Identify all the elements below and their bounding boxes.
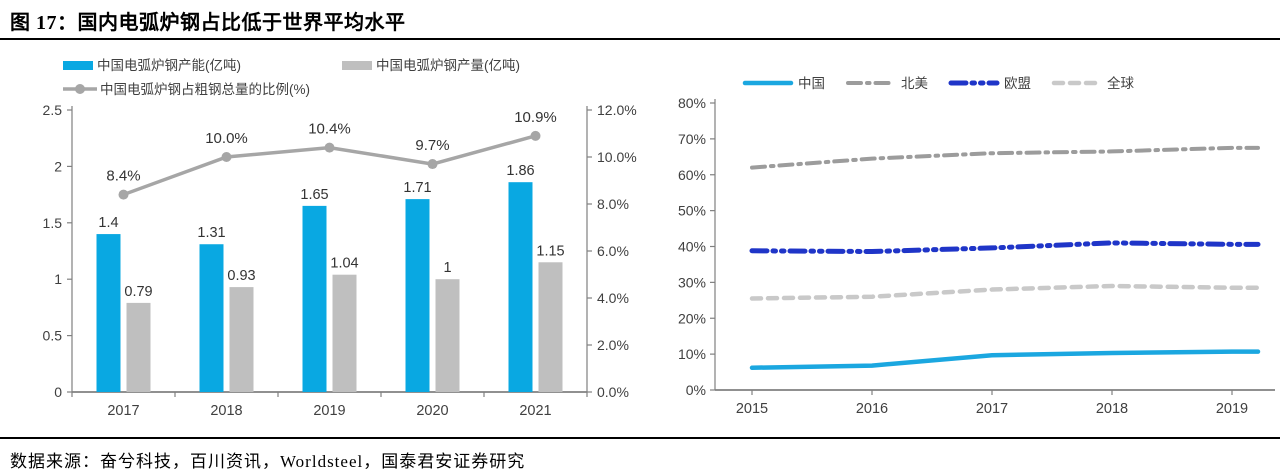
right-axis-tick-label: 0.0% — [597, 384, 629, 400]
legend-label-capacity: 中国电弧炉钢产能(亿吨) — [97, 58, 241, 73]
bar-value-label: 1.04 — [330, 256, 358, 272]
left-chart-legend: 中国电弧炉钢产能(亿吨) 中国电弧炉钢产量(亿吨) 中国电弧炉钢占粗钢总量的比例(%… — [63, 58, 520, 97]
legend-label-output: 中国电弧炉钢产量(亿吨) — [376, 58, 520, 73]
x-axis-tick-label: 2018 — [210, 403, 242, 419]
right-axis-tick-label: 6.0% — [597, 243, 629, 259]
footer-divider — [0, 437, 1280, 439]
legend-swatch-capacity — [63, 61, 93, 70]
bar — [126, 302, 151, 392]
legend-label-1: 北美 — [901, 76, 928, 91]
bar-value-label: 1.4 — [98, 215, 118, 231]
x-axis-tick-label: 2019 — [313, 403, 345, 419]
bar-value-label: 1.15 — [536, 243, 564, 259]
bar — [229, 287, 254, 392]
x-axis-tick-label: 2017 — [976, 401, 1008, 417]
ratio-line-marker — [118, 189, 129, 200]
bar-series-1: 0.79 0.93 1.04 1 1.15 — [124, 243, 565, 392]
left-axis-tick-label: 0 — [54, 384, 62, 400]
y-axis-tick-label: 70% — [678, 131, 706, 147]
right-axis-tick-label: 12.0% — [597, 102, 637, 118]
x-axis-tick-label: 2018 — [1096, 401, 1128, 417]
ratio-value-label: 9.7% — [415, 137, 449, 154]
y-axis-tick-label: 20% — [678, 310, 706, 326]
y-axis-tick-label: 60% — [678, 167, 706, 183]
y-axis-tick-label: 40% — [678, 239, 706, 255]
left-axis-tick-label: 1.5 — [43, 215, 63, 231]
bar — [96, 234, 121, 392]
series-line-欧盟 — [749, 240, 1261, 255]
bar-value-label: 0.93 — [227, 268, 255, 284]
x-axis-tick-label: 2015 — [736, 401, 768, 417]
bar-value-label: 1 — [443, 260, 451, 276]
figure-title: 图 17：国内电弧炉钢占比低于世界平均水平 — [10, 12, 406, 34]
y-axis-tick-label: 30% — [678, 274, 706, 290]
left-axis-tick-label: 2.5 — [43, 102, 63, 118]
bar-value-label: 0.79 — [124, 284, 152, 300]
china-eaf-combo-chart: 中国电弧炉钢产能(亿吨) 中国电弧炉钢产量(亿吨) 中国电弧炉钢占粗钢总量的比例(%… — [43, 58, 637, 419]
bar — [435, 279, 460, 392]
bar — [405, 199, 430, 392]
title-divider — [0, 38, 1280, 40]
series-line-全球 — [749, 283, 1261, 301]
ratio-value-label: 10.4% — [308, 121, 351, 138]
left-axis-tick-label: 2 — [54, 158, 62, 174]
x-axis-tick-label: 2016 — [856, 401, 888, 417]
ratio-line-marker — [427, 159, 438, 170]
x-axis-tick-label: 2017 — [107, 403, 139, 419]
data-source: 数据来源：奋兮科技，百川资讯，Worldsteel，国泰君安证券研究 — [10, 452, 526, 471]
legend-swatch-output — [342, 61, 372, 70]
x-axis-tick-label: 2021 — [519, 403, 551, 419]
y-axis-tick-label: 50% — [678, 203, 706, 219]
bar-value-label: 1.86 — [506, 163, 534, 179]
ratio-value-label: 8.4% — [106, 168, 140, 185]
y-axis-tick-label: 10% — [678, 346, 706, 362]
ratio-value-label: 10.9% — [514, 109, 557, 126]
right-chart-legend: 中国 北美 欧盟 全球 — [742, 75, 1135, 91]
eaf-share-by-region-chart: 中国 北美 欧盟 全球 0% 10% 20% 30% 40% 50% 60% 70% 80% 2015 20… — [678, 75, 1275, 417]
legend-label-ratio: 中国电弧炉钢占粗钢总量的比例(%) — [100, 82, 310, 97]
ratio-value-label: 10.0% — [205, 130, 248, 147]
legend-label-0: 中国 — [798, 76, 825, 91]
bar-value-label: 1.65 — [300, 187, 328, 203]
right-axis-tick-label: 2.0% — [597, 337, 629, 353]
y-axis-tick-label: 80% — [678, 95, 706, 111]
x-axis-tick-label: 2020 — [416, 403, 448, 419]
y-axis-tick-label: 0% — [686, 382, 706, 398]
series-line-北美 — [750, 145, 1260, 170]
left-axis-tick-label: 0.5 — [43, 328, 63, 344]
bar-value-label: 1.71 — [403, 180, 431, 196]
ratio-line-marker — [221, 152, 232, 162]
bar — [302, 205, 327, 392]
bar-series-0: 1.4 1.31 1.65 1.71 1.86 — [96, 163, 535, 392]
bar-value-label: 1.31 — [197, 225, 225, 241]
left-axis-tick-label: 1 — [54, 271, 62, 287]
legend-marker-ratio — [75, 84, 85, 94]
bar — [332, 274, 357, 392]
right-axis-tick-label: 10.0% — [597, 149, 637, 165]
series-line-中国 — [749, 349, 1261, 371]
bar — [508, 182, 533, 392]
legend-label-2: 欧盟 — [1004, 76, 1031, 91]
bar — [538, 262, 563, 392]
ratio-line-marker — [530, 130, 541, 141]
bar — [199, 244, 224, 392]
x-axis-tick-label: 2019 — [1216, 401, 1248, 417]
legend-label-3: 全球 — [1107, 75, 1135, 91]
right-axis-tick-label: 4.0% — [597, 290, 629, 306]
ratio-line-marker — [324, 142, 335, 153]
right-axis-tick-label: 8.0% — [597, 196, 629, 212]
